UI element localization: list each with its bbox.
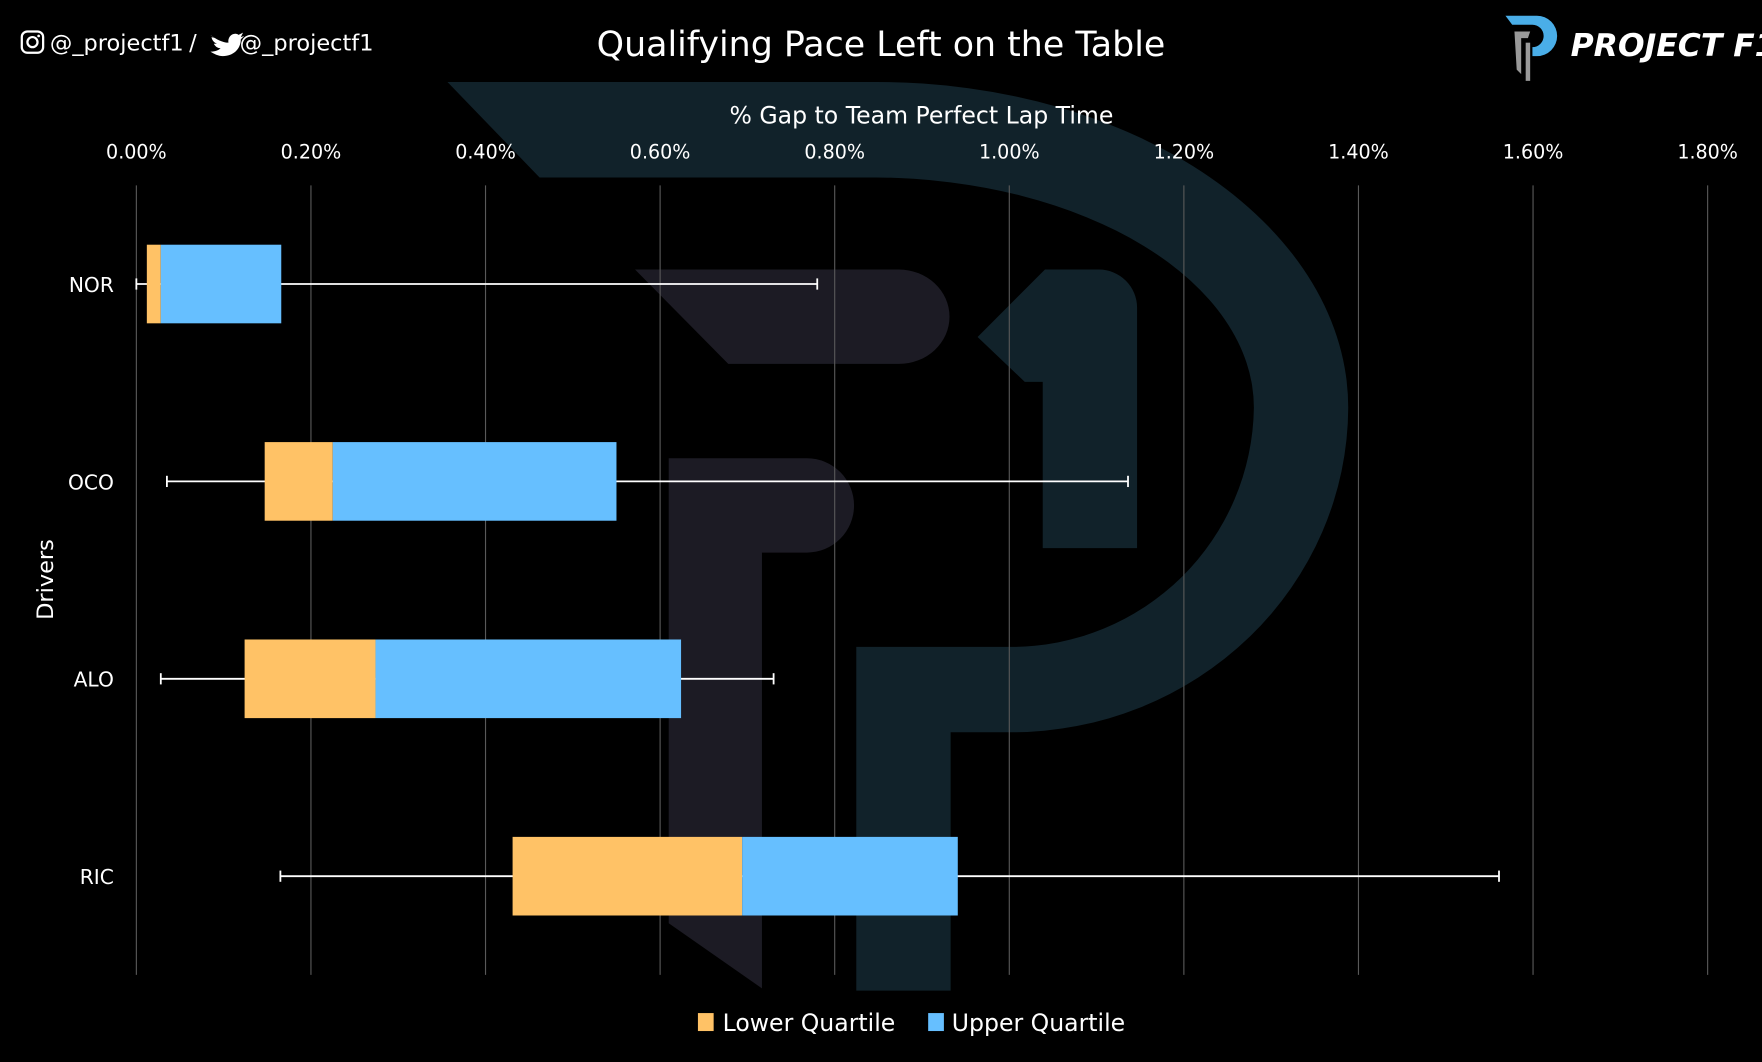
legend: Lower Quartile Upper Quartile: [697, 1009, 1125, 1037]
y-axis-label: Drivers: [33, 539, 59, 620]
upper-quartile-box-NOR: [160, 244, 282, 324]
upper-quartile-box-RIC: [742, 836, 958, 916]
twitter-icon: [210, 32, 245, 57]
x-axis-ticks: 0.00% 0.20% 0.40% 0.60% 0.80% 1.00% 1.20% 1.40%…: [106, 140, 1738, 163]
x-tick-label: 0.20%: [281, 140, 342, 163]
y-category-label: RIC: [80, 865, 114, 889]
y-category-label: OCO: [68, 470, 114, 494]
handle-separator: /: [189, 31, 197, 57]
x-tick-label: 1.40%: [1328, 140, 1389, 163]
lower-quartile-box-ALO: [244, 639, 376, 719]
project-f1-logo-icon: [1505, 15, 1558, 81]
x-tick-label: 0.60%: [630, 140, 691, 163]
instagram-handle: @_projectf1: [50, 31, 184, 57]
legend-swatch-lower-quartile: [697, 1013, 714, 1032]
x-tick-label: 0.40%: [455, 140, 516, 163]
boxes: [135, 244, 1500, 916]
x-tick-label: 0.00%: [106, 140, 167, 163]
instagram-icon: [20, 30, 45, 54]
x-tick-label: 1.80%: [1677, 140, 1738, 163]
chart-title: Qualifying Pace Left on the Table: [597, 25, 1166, 65]
y-category-label: ALO: [74, 668, 114, 692]
x-axis-label: % Gap to Team Perfect Lap Time: [729, 102, 1113, 130]
lower-quartile-box-NOR: [146, 244, 161, 324]
x-tick-label: 1.20%: [1154, 140, 1215, 163]
upper-quartile-box-OCO: [332, 442, 617, 521]
upper-quartile-box-ALO: [375, 639, 682, 719]
lower-quartile-box-OCO: [264, 442, 333, 521]
logo-text: PROJECT F1: [1571, 28, 1762, 64]
lower-quartile-box-RIC: [512, 836, 743, 916]
twitter-handle: @_projectf1: [240, 31, 374, 57]
legend-label-lower-quartile: Lower Quartile: [723, 1009, 896, 1037]
legend-swatch-upper-quartile: [928, 1013, 944, 1032]
y-axis-categories: NOR OCO ALO RIC: [68, 273, 114, 889]
x-tick-label: 0.80%: [804, 140, 865, 163]
y-category-label: NOR: [69, 273, 114, 297]
legend-label-upper-quartile: Upper Quartile: [952, 1009, 1125, 1037]
x-tick-label: 1.00%: [979, 140, 1040, 163]
x-tick-label: 1.60%: [1503, 140, 1564, 163]
